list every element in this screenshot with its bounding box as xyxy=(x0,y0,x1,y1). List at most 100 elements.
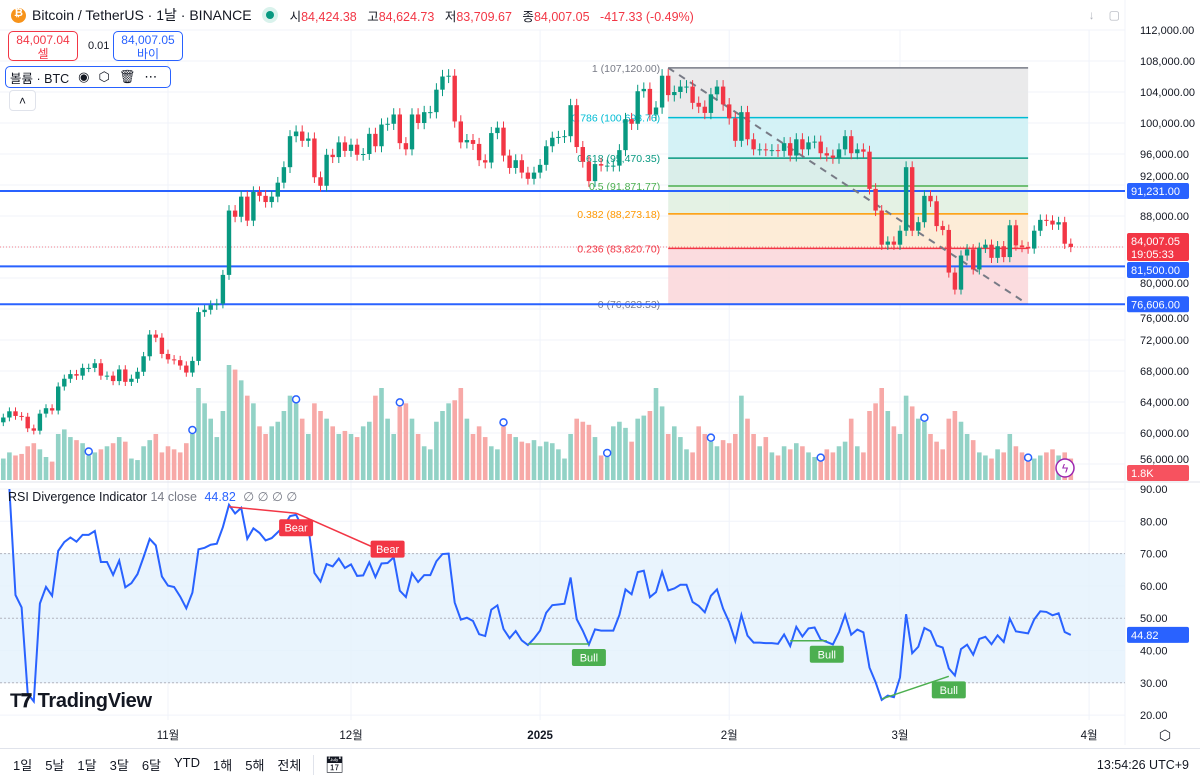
candle-body xyxy=(531,172,537,179)
candle-body xyxy=(897,230,903,245)
volume-legend-label: 볼륨 · BTC xyxy=(10,71,70,86)
divergence-label: Bull xyxy=(571,649,606,667)
candle-body xyxy=(348,144,354,151)
candle xyxy=(434,83,439,119)
candle xyxy=(336,136,341,164)
range-button[interactable]: 6달 xyxy=(141,758,162,773)
candle-body xyxy=(135,371,140,379)
range-buttons: 1일 5날 1달 3달 6달 YTD 1해 5해 전체 xyxy=(0,755,301,774)
candle-body xyxy=(775,150,781,152)
divergence-label: Bear xyxy=(279,519,314,537)
trash-icon[interactable]: 🗑︎ xyxy=(118,69,136,84)
range-button[interactable]: 5날 xyxy=(45,758,65,773)
candle-body xyxy=(129,378,134,382)
price-tick-label: 108,000.00 xyxy=(1140,56,1195,68)
rsi-extra-values: ∅ ∅ ∅ ∅ xyxy=(243,490,298,504)
candle xyxy=(1001,241,1006,263)
volume-bar xyxy=(678,437,683,480)
candle xyxy=(824,147,829,162)
candle-body xyxy=(68,374,73,379)
candle-body xyxy=(458,121,463,143)
candle xyxy=(379,118,384,153)
range-button[interactable]: 5해 xyxy=(245,758,265,773)
candle xyxy=(403,137,409,156)
event-marker-icon xyxy=(706,433,716,442)
candle-body xyxy=(855,149,860,154)
volume-bar xyxy=(653,388,659,480)
volume-bar xyxy=(836,446,842,480)
candle xyxy=(245,191,250,227)
candle-body xyxy=(104,375,110,377)
candle-body xyxy=(836,149,842,158)
sell-button[interactable]: 84,007.04 셀 xyxy=(8,31,78,61)
arrow-down-icon[interactable]: ↓ xyxy=(1088,8,1095,22)
candle-body xyxy=(367,133,372,154)
candle xyxy=(147,330,152,361)
candle-body xyxy=(19,415,24,417)
range-button[interactable]: 1일 xyxy=(13,758,33,773)
volume-bar xyxy=(842,441,848,480)
volume-bar xyxy=(86,455,91,480)
candle-body xyxy=(720,86,726,105)
candle xyxy=(1050,215,1055,230)
candle xyxy=(989,239,994,263)
range-button[interactable]: 3달 xyxy=(109,758,129,773)
candle xyxy=(690,80,695,110)
candle-body xyxy=(733,118,738,141)
more-icon[interactable]: ⋯ xyxy=(144,69,158,84)
volume-bar xyxy=(672,426,677,480)
change-value: -417.33 (-0.49%) xyxy=(600,9,694,24)
volume-bar xyxy=(598,455,604,480)
price-tick-label: 68,000.00 xyxy=(1140,366,1189,378)
candle xyxy=(1068,238,1073,253)
event-marker-icon xyxy=(602,448,612,458)
candle-body xyxy=(31,428,36,431)
candle xyxy=(922,190,927,228)
range-button[interactable]: 1달 xyxy=(77,758,97,773)
volume-legend[interactable]: 볼륨 · BTC ◉ ⬡ 🗑︎ ⋯ xyxy=(5,66,171,88)
event-marker-icon xyxy=(84,447,93,456)
settings-icon[interactable]: ⬡ xyxy=(98,69,110,84)
candle xyxy=(550,131,555,153)
range-button[interactable]: 1해 xyxy=(213,758,233,773)
buy-button[interactable]: 84,007.05 바이 xyxy=(113,31,183,61)
calendar-goto-icon[interactable]: 📅︎ xyxy=(324,756,345,774)
chevron-up-icon: ˄ xyxy=(18,94,26,108)
rsi-line xyxy=(8,488,1072,705)
candle xyxy=(190,356,195,377)
volume-bar xyxy=(623,427,628,480)
candle xyxy=(842,130,848,156)
candle xyxy=(1056,216,1061,230)
candle-body xyxy=(916,222,921,231)
rsi-legend[interactable]: RSI Divergence Indicator 14 close 44.82 … xyxy=(8,489,297,504)
candle-body xyxy=(483,160,488,163)
candle xyxy=(629,112,634,130)
maximize-icon[interactable]: ▢ xyxy=(1108,8,1120,22)
candle xyxy=(104,371,110,380)
volume-bar xyxy=(19,453,24,480)
candle xyxy=(1019,240,1025,253)
collapse-legend-button[interactable]: ˄ xyxy=(9,90,36,111)
volume-bar xyxy=(263,434,268,480)
volume-bar xyxy=(104,446,110,480)
symbol-title[interactable]: Bitcoin / TetherUS · 1날 · BINANCE xyxy=(32,7,252,23)
tradingview-logo[interactable]: T𝟕 TradingView xyxy=(10,690,152,713)
bitcoin-logo-icon xyxy=(11,7,26,23)
volume-bar xyxy=(306,434,311,480)
candle-body xyxy=(80,367,85,376)
range-button[interactable]: YTD xyxy=(174,755,201,770)
candle xyxy=(946,224,951,278)
candle-body xyxy=(501,127,506,156)
eye-icon[interactable]: ◉ xyxy=(78,69,90,84)
volume-bar xyxy=(1038,455,1043,480)
candle xyxy=(562,130,567,144)
candle-body xyxy=(239,196,244,217)
candle-body xyxy=(1007,225,1012,258)
volume-bar xyxy=(946,418,952,480)
horizontal-line-price-tag-bg xyxy=(1127,182,1189,199)
candle xyxy=(635,84,640,130)
clock[interactable]: 13:54:26 UTC+9 xyxy=(1096,758,1189,772)
range-button[interactable]: 전체 xyxy=(277,758,302,773)
candle-body xyxy=(226,210,232,275)
